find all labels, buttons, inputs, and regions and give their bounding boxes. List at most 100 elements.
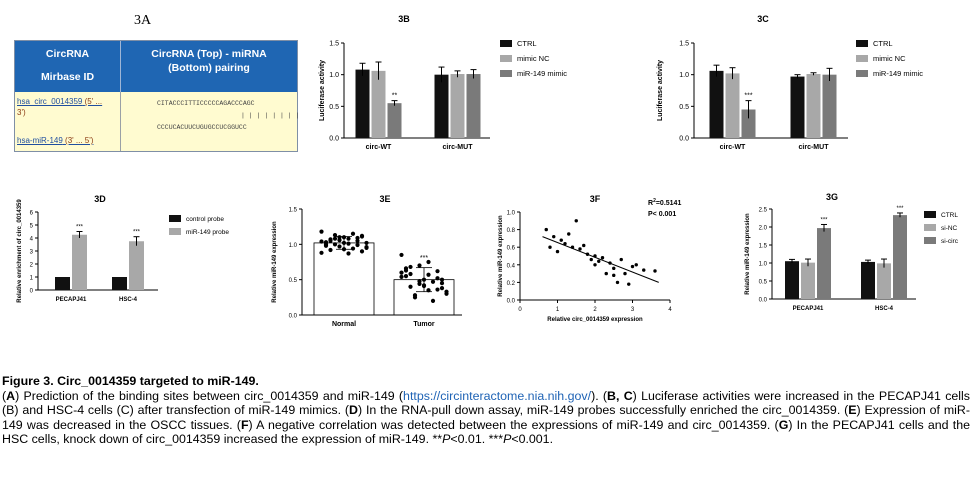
table-id-cell: hsa_circ_0014359 (5' ... 3') hsa-miR-149…	[15, 92, 121, 151]
y-tick-label: 1.0	[507, 211, 516, 217]
data-point	[359, 249, 365, 254]
table-header-col1-line1: CircRNA	[45, 48, 90, 60]
stats-r2-superscript: 2	[653, 198, 656, 204]
data-point	[597, 259, 601, 263]
mirna-id-link[interactable]: hsa-miR-149 (3' ... 5')	[17, 136, 93, 145]
bar	[790, 76, 805, 138]
sequence-top: CITACCCITTICCCCCAGACCCAGC	[157, 100, 255, 107]
mirna-ends: (3' ... 5')	[65, 136, 94, 145]
data-point	[615, 280, 620, 285]
y-tick-label: 3	[30, 250, 34, 256]
legend-swatch	[500, 55, 512, 62]
y-tick-label: 0.8	[507, 228, 516, 234]
x-tick-label: circ-MUT	[799, 144, 830, 151]
data-point	[627, 282, 631, 286]
data-point	[364, 245, 369, 250]
caption-segment: G	[778, 417, 789, 432]
data-point	[439, 281, 445, 286]
y-tick-label: 0	[30, 289, 34, 295]
x-tick-label: circ-MUT	[443, 144, 474, 151]
y-tick-label: 1.0	[329, 72, 339, 79]
y-axis-label: Relative enrichment of circ_0014359	[17, 199, 23, 303]
table-header-col2-line1: CircRNA (Top) - miRNA	[151, 48, 267, 60]
data-point	[355, 235, 360, 241]
caption-segment: <0.01. ***	[450, 431, 504, 446]
y-tick-label: 1.5	[759, 244, 768, 250]
legend-swatch	[924, 224, 936, 231]
chart-3b: 3B 0.0 0.5 1.0 1.5 Luciferase activity circ-WT…	[319, 14, 567, 151]
significance-marker: ***	[744, 93, 752, 100]
y-tick-label: 1.5	[679, 41, 689, 48]
y-tick-label: 0.5	[759, 280, 768, 286]
circrna-ends: (5' ...	[84, 97, 103, 106]
caption-segment: P	[442, 431, 451, 446]
data-point	[421, 277, 427, 282]
data-point	[399, 274, 404, 279]
data-point	[544, 227, 548, 232]
data-point	[630, 264, 635, 269]
legend-label: CTRL	[941, 212, 958, 219]
x-tick-label: 2	[593, 307, 597, 313]
legend-label: CTRL	[517, 39, 537, 48]
x-tick-label: PECAPJ41	[56, 297, 87, 303]
chart-3g: 3G 0.0 0.5 1.0 1.5 2.0 2.5 Relative miR-149 exp…	[745, 192, 959, 312]
data-point	[619, 257, 623, 262]
caption-segment: ) Expression of miR-149 was decreased in…	[2, 403, 971, 432]
data-point	[435, 276, 440, 281]
chart-title: 3C	[757, 14, 769, 24]
data-point	[319, 250, 324, 255]
bar	[112, 277, 127, 290]
caption-link[interactable]: https://circinteractome.nia.nih.gov/	[403, 389, 592, 404]
bar	[371, 70, 386, 138]
legend-swatch	[500, 70, 512, 77]
data-point	[328, 238, 333, 243]
bar	[55, 277, 70, 290]
legend-label: mimic NC	[873, 54, 906, 63]
chart-3d: 3D 0 1 2 3 4 5 6 Relative enrichment of circ_001…	[17, 194, 229, 303]
chart-3c: 3C 0.0 0.5 1.0 1.5 Luciferase activity circ-WT…	[657, 14, 923, 151]
chart-title: 3B	[398, 14, 410, 24]
data-point	[417, 263, 422, 268]
data-point	[319, 239, 324, 244]
legend-swatch	[924, 211, 936, 218]
table-header-col1-line2: Mirbase ID	[40, 71, 95, 83]
legend-label: miR-149 mimic	[873, 69, 923, 78]
legend-label: CTRL	[873, 39, 893, 48]
data-point	[332, 236, 338, 241]
circrna-id-link[interactable]: hsa_circ_0014359 (5' ...	[17, 97, 102, 106]
caption-segment: ) Luciferase activities were increased i…	[2, 389, 970, 418]
caption-title: Figure 3. Circ_0014359 targeted to miR-1…	[2, 374, 259, 388]
data-point	[439, 277, 445, 282]
data-point	[341, 247, 347, 252]
y-tick-label: 0.2	[507, 281, 516, 287]
data-point	[399, 270, 404, 275]
caption-segment: ) Prediction of the binding sites betwee…	[15, 389, 404, 404]
data-point	[328, 247, 333, 253]
stats-p-value: P< 0.001	[648, 211, 676, 218]
x-tick-label: circ-WT	[720, 144, 746, 151]
circrna-id-text[interactable]: hsa_circ_0014359	[17, 97, 83, 106]
caption-segment: ). (	[591, 389, 608, 404]
caption-segment: F	[240, 417, 249, 432]
data-point	[341, 235, 347, 240]
bar	[355, 69, 370, 138]
data-point	[346, 251, 351, 256]
legend-swatch	[169, 215, 181, 222]
mirna-id-text[interactable]: hsa-miR-149	[17, 136, 63, 145]
stats-r2: R2=0.5141	[648, 198, 681, 207]
caption-segment: ) In the PECAPJ41 cells and the HSC cell…	[2, 417, 971, 446]
bar	[466, 74, 481, 138]
data-point	[604, 271, 608, 276]
data-point	[600, 256, 605, 260]
bar	[801, 262, 815, 299]
data-point	[612, 266, 616, 271]
data-point	[426, 259, 431, 265]
caption-segment: ) In the RNA-pull down assay, miR-149 pr…	[357, 403, 849, 418]
bar	[72, 234, 87, 290]
data-point	[612, 273, 616, 278]
caption-segment: (	[2, 389, 7, 404]
x-tick-label: 1	[556, 307, 560, 313]
y-tick-label: 0.0	[289, 314, 298, 320]
chart-title: 3E	[379, 194, 390, 204]
legend-label: miR-149 probe	[186, 229, 229, 236]
